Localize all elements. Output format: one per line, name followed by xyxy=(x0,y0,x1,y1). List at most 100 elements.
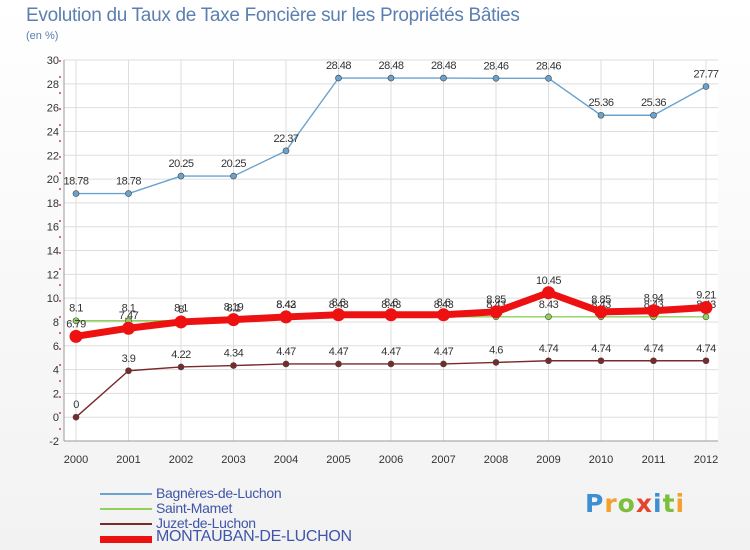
logo-letter: i xyxy=(675,489,686,518)
data-point xyxy=(177,363,185,371)
y-tick-label: 0 xyxy=(53,412,59,424)
data-label: 8.85 xyxy=(486,294,506,306)
data-label: 8.43 xyxy=(329,299,349,311)
logo-letter: r xyxy=(604,489,618,518)
data-label: 20.25 xyxy=(221,158,246,170)
chart-title: Evolution du Taux de Taxe Foncière sur l… xyxy=(26,5,520,26)
legend-label: Bagnères-de-Luchon xyxy=(156,485,282,501)
data-label: 22.37 xyxy=(273,133,298,145)
y-tick-label: 2 xyxy=(53,388,59,400)
data-point xyxy=(387,74,395,82)
x-tick-label: 2008 xyxy=(484,454,508,466)
legend-swatch xyxy=(100,536,152,543)
data-label: 28.48 xyxy=(378,60,403,72)
data-label: 18.78 xyxy=(63,176,88,188)
data-label: 9.21 xyxy=(696,290,716,302)
data-point xyxy=(384,308,398,322)
y-tick-label: 18 xyxy=(47,198,59,210)
data-point xyxy=(545,357,552,365)
data-point xyxy=(177,172,185,180)
data-point xyxy=(282,360,290,368)
data-point xyxy=(702,83,710,90)
data-point xyxy=(597,111,605,119)
legend-swatch xyxy=(100,508,152,510)
y-unit-label: (en %) xyxy=(26,30,59,42)
data-label: 8.43 xyxy=(276,299,296,311)
data-point xyxy=(69,329,83,343)
data-point xyxy=(492,75,500,82)
data-point xyxy=(227,313,240,327)
data-point xyxy=(122,321,135,335)
data-point xyxy=(387,360,395,368)
data-point xyxy=(440,360,447,368)
data-label: 6.79 xyxy=(66,318,86,330)
logo-letter: t xyxy=(662,489,676,518)
data-point xyxy=(174,315,188,329)
data-label: 28.48 xyxy=(326,60,351,72)
data-point xyxy=(230,172,237,180)
data-point xyxy=(332,308,345,322)
series-0: 18.78 18.78 20.25 20.25 22.37 28.48 28.48 28.48… xyxy=(63,60,719,197)
logo-letter: P xyxy=(585,489,605,518)
data-label: 8.6 xyxy=(384,297,398,309)
data-point xyxy=(489,305,503,319)
data-label: 8.43 xyxy=(434,299,454,311)
data-label: 10.45 xyxy=(536,275,561,287)
data-point xyxy=(440,74,447,82)
y-tick-label: 30 xyxy=(47,55,59,67)
y-tick-label: 12 xyxy=(47,269,59,281)
y-tick-label: 16 xyxy=(47,222,59,234)
data-label: 28.48 xyxy=(431,60,456,72)
legend-label: Saint-Mamet xyxy=(156,500,233,516)
data-label: 3.9 xyxy=(122,353,136,365)
legend-label: Juzet-de-Luchon xyxy=(156,515,256,531)
data-label: 4.47 xyxy=(434,346,454,358)
y-tick-label: -2 xyxy=(49,436,59,448)
legend-label: MONTAUBAN-DE-LUCHON xyxy=(156,528,352,545)
data-label: 8.1 xyxy=(122,303,136,315)
data-point xyxy=(594,305,608,319)
data-point xyxy=(492,359,500,366)
x-tick-label: 2000 xyxy=(64,454,88,466)
y-tick-label: 24 xyxy=(47,126,59,138)
data-label: 8.1 xyxy=(69,303,83,315)
y-tick-label: 22 xyxy=(47,150,59,162)
data-point xyxy=(702,357,710,365)
logo-letter: i xyxy=(653,489,663,518)
x-tick-label: 2002 xyxy=(169,454,193,466)
x-tick-label: 2005 xyxy=(326,454,350,466)
data-label: 8.43 xyxy=(381,299,401,311)
data-point xyxy=(125,190,132,197)
data-label: 4.74 xyxy=(591,343,611,355)
data-label: 8 xyxy=(178,304,184,316)
data-point xyxy=(335,74,342,82)
data-label: 4.6 xyxy=(489,344,503,356)
data-point xyxy=(542,286,555,300)
data-label: 28.46 xyxy=(536,60,561,72)
data-label: 4.74 xyxy=(644,343,664,355)
y-tick-label: 6 xyxy=(53,341,59,353)
data-point xyxy=(545,75,552,82)
data-point xyxy=(230,362,237,369)
series-2: 0 3.9 4.22 4.34 4.47 4.47 4.47 4.47 4.6 4.74 4.74 4… xyxy=(72,343,717,421)
x-tick-label: 2011 xyxy=(642,454,666,466)
data-label: 20.25 xyxy=(168,158,193,170)
data-label: 4.47 xyxy=(276,346,296,358)
data-label: 8.6 xyxy=(332,297,346,309)
legend-swatch xyxy=(100,493,152,495)
x-tick-label: 2009 xyxy=(536,454,560,466)
logo-letter: o xyxy=(617,489,636,518)
data-point xyxy=(72,413,80,421)
data-label: 8.42 xyxy=(276,299,296,311)
data-point xyxy=(647,304,660,318)
data-point xyxy=(282,147,290,155)
proxiti-logo: Proxiti xyxy=(585,489,685,518)
x-tick-label: 2001 xyxy=(116,454,140,466)
data-label: 18.78 xyxy=(116,176,141,188)
data-point xyxy=(125,367,132,375)
data-label: 7.47 xyxy=(119,310,139,322)
x-tick-label: 2007 xyxy=(431,454,455,466)
data-point xyxy=(650,357,657,365)
